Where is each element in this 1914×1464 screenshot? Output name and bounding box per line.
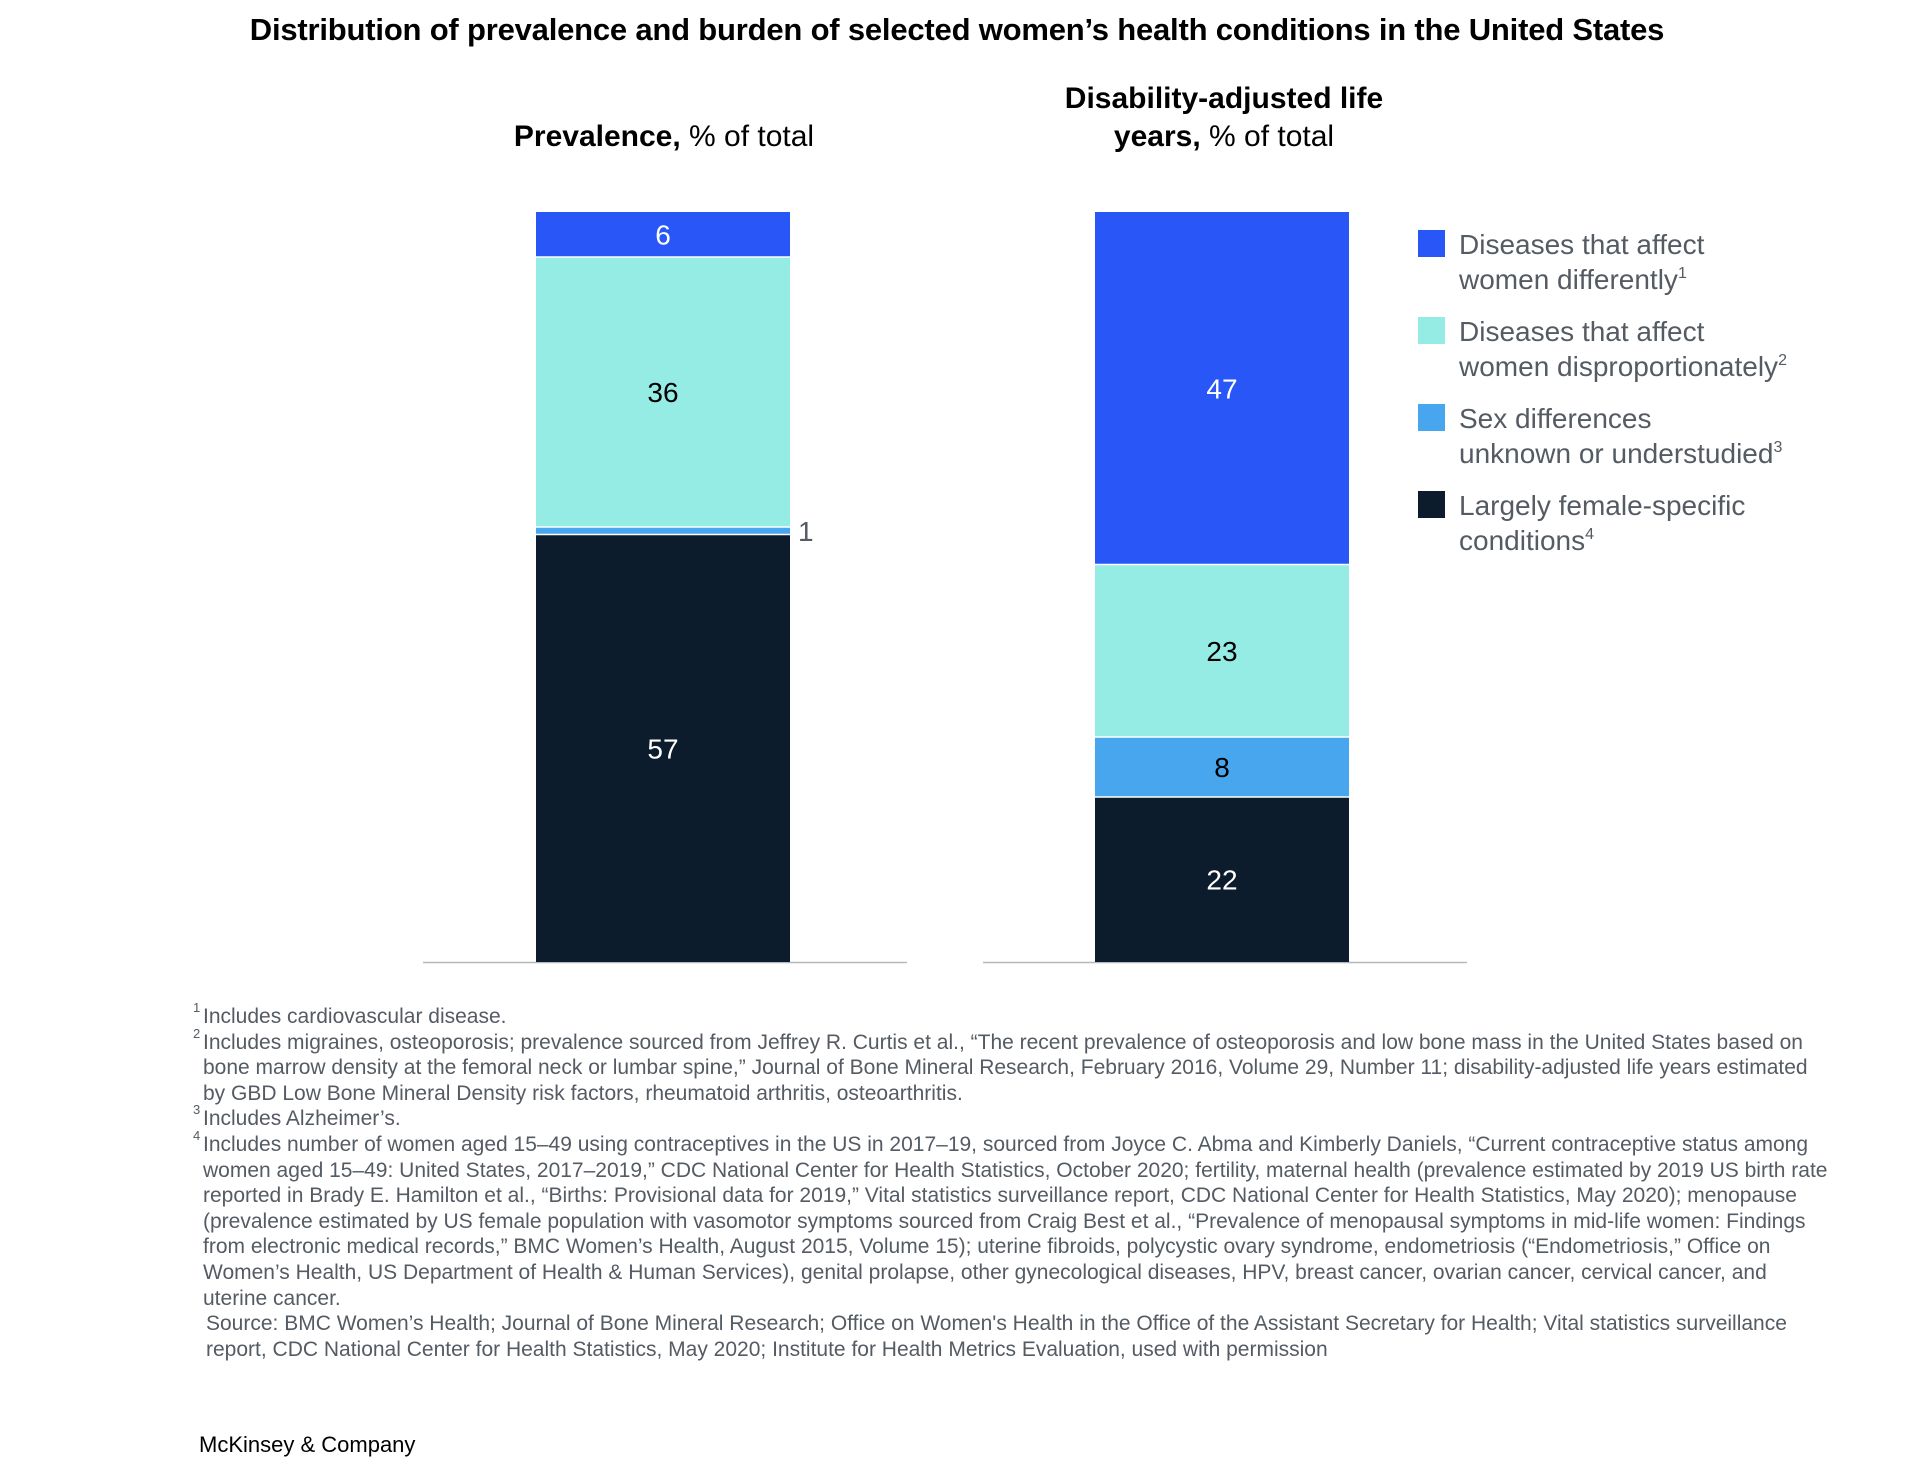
footnote-text: Includes migraines, osteoporosis; preval… (203, 1030, 1808, 1105)
legend-swatch-3 (1418, 404, 1445, 431)
footnote-mark: 2 (193, 1025, 201, 1041)
legend-swatch-1 (1418, 230, 1445, 257)
legend-label-4-line-1: Largely female-specific (1459, 490, 1745, 521)
data-label-2-3: 23 (1206, 636, 1237, 667)
footnote-3: 3 Includes Alzheimer’s. (193, 1102, 1833, 1132)
bar-segment-2-3 (1095, 564, 1349, 737)
data-label-1-3: 36 (647, 377, 678, 408)
brand-name: McKinsey & Company (199, 1432, 416, 1457)
bar-segment-1-4 (536, 212, 790, 257)
bar-segment-2-1 (1095, 797, 1349, 962)
legend-swatch-4 (1418, 491, 1445, 518)
legend-swatch-2 (1418, 317, 1445, 344)
legend-label-2-line-2: women disproportionately2 (1458, 351, 1787, 382)
legend-label-3-line-2: unknown or understudied3 (1459, 438, 1782, 469)
data-label-1-1: 57 (647, 733, 678, 764)
panel-title-1-line-1: Prevalence, % of total (514, 120, 814, 153)
bar-segment-1-2 (536, 527, 790, 535)
bar-segment-2-4 (1095, 212, 1349, 565)
bars: 57 1 36 6 22 8 23 47 (536, 212, 1349, 962)
panel-titles: Prevalence, % of total Disability-adjuste… (514, 82, 1383, 153)
legend: Diseases that affect women differently1 Di… (1418, 229, 1787, 556)
bar-segment-2-2 (1095, 737, 1349, 797)
footnote-text: Includes Alzheimer’s. (203, 1107, 401, 1131)
footnotes: 1 Includes cardiovascular disease. 2 Includ… (193, 1000, 1833, 1362)
legend-label-3-line-1: Sex differences (1459, 403, 1652, 434)
data-label-2-4: 47 (1206, 373, 1237, 404)
footnote-mark: 4 (193, 1127, 201, 1143)
footnote-text: Includes number of women aged 15–49 usin… (203, 1132, 1828, 1310)
footnote-text: Includes cardiovascular disease. (203, 1005, 507, 1028)
footnote-1: 1 Includes cardiovascular disease. (193, 1000, 1833, 1030)
panel-title-2-line-1: Disability-adjusted life (1065, 82, 1383, 115)
source-note: Source: BMC Women’s Health; Journal of B… (206, 1312, 1787, 1361)
footnote-mark: 3 (193, 1102, 201, 1118)
panel-title-2-line-2: years, % of total (1114, 120, 1334, 153)
legend-label-1-line-2: women differently1 (1458, 264, 1687, 295)
stacked-bar-chart: Prevalence, % of total Disability-adjuste… (423, 82, 1787, 964)
legend-label-1-line-1: Diseases that affect (1459, 229, 1705, 260)
footnote-mark: 1 (193, 1000, 201, 1015)
data-label-2-2: 8 (1214, 752, 1230, 783)
footnote-2: 2 Includes migraines, osteoporosis; preva… (193, 1025, 1833, 1107)
legend-label-2-line-1: Diseases that affect (1459, 316, 1705, 347)
data-label-1-2: 1 (798, 516, 814, 547)
bar-segment-1-1 (536, 534, 790, 962)
bar-segment-1-3 (536, 257, 790, 527)
chart-title: Distribution of prevalence and burden of… (249, 12, 1665, 47)
footnote-4: 4 Includes number of women aged 15–49 usi… (193, 1127, 1833, 1311)
data-label-1-4: 6 (655, 220, 671, 251)
data-label-2-1: 22 (1206, 865, 1237, 896)
legend-label-4-line-2: conditions4 (1459, 525, 1594, 556)
